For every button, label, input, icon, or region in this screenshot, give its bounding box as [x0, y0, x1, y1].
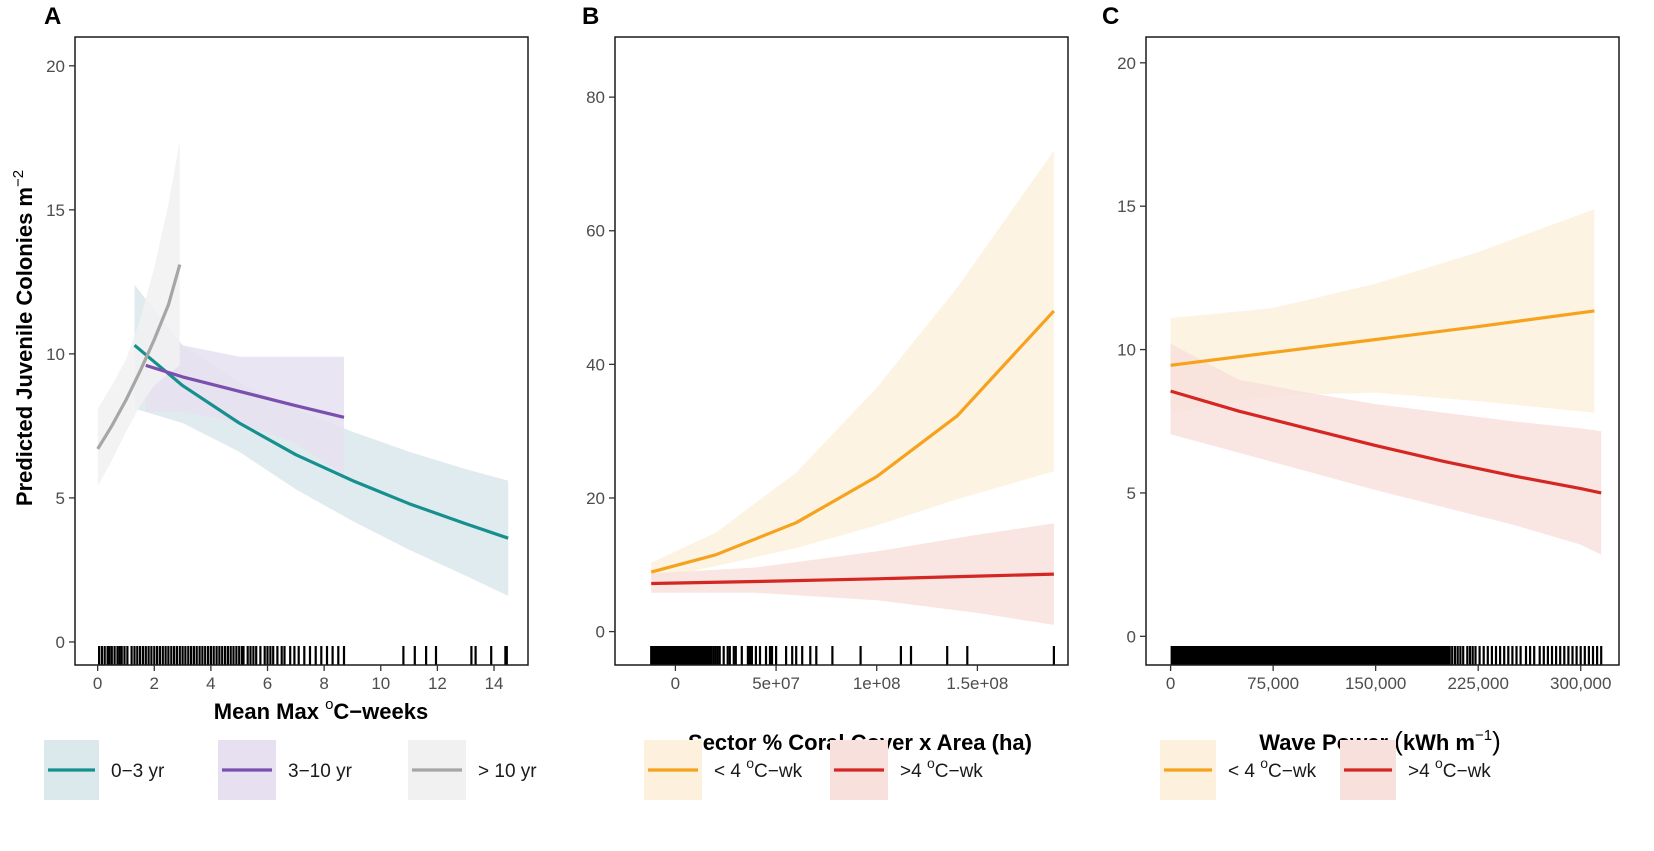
x-tick-label: 2	[150, 674, 159, 693]
legend-label: 3−10 yr	[288, 761, 353, 782]
x-tick-label: 150,000	[1345, 674, 1406, 693]
y-tick-label: 5	[1127, 484, 1136, 503]
confidence-band-3	[97, 140, 180, 487]
y-tick-label: 20	[46, 57, 65, 76]
x-tick-label: 0	[671, 674, 680, 693]
x-tick-label: 4	[206, 674, 215, 693]
x-tick-label: 8	[319, 674, 328, 693]
y-axis-title: Predicted Juvenile Colonies m−2	[10, 170, 37, 506]
confidence-bands	[651, 150, 1054, 625]
y-ticks: 0 20 40 60 80	[586, 88, 615, 642]
rug-marks	[1170, 646, 1603, 665]
legend-label: >4 oC−wk	[900, 755, 983, 782]
y-tick-label: 20	[1117, 54, 1136, 73]
fit-lines	[96, 264, 509, 540]
legend-label: > 10 yr	[478, 761, 537, 782]
x-tick-label: 14	[485, 674, 504, 693]
panel-letter-a: A	[44, 3, 61, 30]
series-line-1	[133, 343, 509, 540]
x-ticks: 0 75,000 150,000 225,000 300,000	[1166, 665, 1611, 693]
plot-frame	[614, 36, 1069, 666]
rug-block	[1170, 646, 1451, 665]
x-tick-label: 1.5e+08	[946, 674, 1008, 693]
y-tick-label: 0	[56, 633, 65, 652]
series-line-1	[1170, 309, 1595, 367]
y-tick-label: 0	[1127, 627, 1136, 646]
confidence-band-1	[1170, 209, 1595, 413]
series-line-2	[1170, 389, 1602, 495]
x-tick-label: 1e+08	[853, 674, 901, 693]
x-axis-title: Mean Max oC−weeks	[214, 696, 428, 724]
panel-letter-c: C	[1102, 3, 1119, 30]
series-line-3	[96, 264, 182, 450]
rug-marks	[97, 646, 508, 665]
x-tick-label: 6	[263, 674, 272, 693]
x-tick-label: 12	[428, 674, 447, 693]
rug-marks	[650, 646, 1056, 665]
plot-frame	[1145, 36, 1620, 666]
y-tick-label: 5	[56, 489, 65, 508]
legend-label: >4 oC−wk	[1408, 755, 1491, 782]
x-tick-label: 225,000	[1447, 674, 1508, 693]
y-tick-label: 40	[586, 355, 605, 374]
legend-label: < 4 oC−wk	[1228, 755, 1317, 782]
y-tick-label: 80	[586, 88, 605, 107]
series-line-1	[650, 309, 1056, 574]
series-line-2	[145, 363, 345, 419]
x-tick-label: 0	[1166, 674, 1175, 693]
legend-panel-c: < 4 oC−wk >4 oC−wk	[1160, 740, 1491, 800]
confidence-bands	[1170, 209, 1602, 555]
panel-a: 0 5 10 15 20 0 2 4 6 8 10 12 14 Mean Max oC−weeks	[46, 36, 529, 724]
y-tick-label: 10	[1117, 341, 1136, 360]
confidence-band-2	[651, 523, 1054, 625]
fit-lines	[650, 309, 1056, 586]
x-tick-label: 300,000	[1550, 674, 1611, 693]
confidence-bands	[97, 140, 509, 596]
y-tick-label: 0	[596, 623, 605, 642]
legend-panel-b: < 4 oC−wk >4 oC−wk	[644, 740, 983, 800]
y-tick-label: 60	[586, 222, 605, 241]
series-line-2	[651, 572, 1054, 586]
x-tick-label: 10	[371, 674, 390, 693]
legend-panel-a: 0−3 yr 3−10 yr > 10 yr	[44, 740, 537, 800]
fit-lines	[1170, 309, 1602, 495]
x-ticks: 0 2 4 6 8 10 12 14	[93, 665, 504, 693]
x-tick-label: 5e+07	[752, 674, 800, 693]
panel-letter-b: B	[582, 3, 599, 30]
plot-frame	[74, 36, 529, 666]
x-tick-label: 75,000	[1247, 674, 1299, 693]
x-ticks: 0 5e+07 1e+08 1.5e+08	[671, 665, 1008, 693]
confidence-band-1	[651, 150, 1054, 580]
y-tick-label: 15	[1117, 197, 1136, 216]
legend-label: 0−3 yr	[111, 761, 165, 782]
confidence-band-2	[145, 319, 344, 475]
x-tick-label: 0	[93, 674, 102, 693]
legend-label: < 4 oC−wk	[714, 755, 803, 782]
y-tick-label: 15	[46, 201, 65, 220]
y-ticks: 0 5 10 15 20	[1117, 54, 1146, 646]
y-ticks: 0 5 10 15 20	[46, 57, 75, 652]
y-tick-label: 20	[586, 489, 605, 508]
y-tick-label: 10	[46, 345, 65, 364]
